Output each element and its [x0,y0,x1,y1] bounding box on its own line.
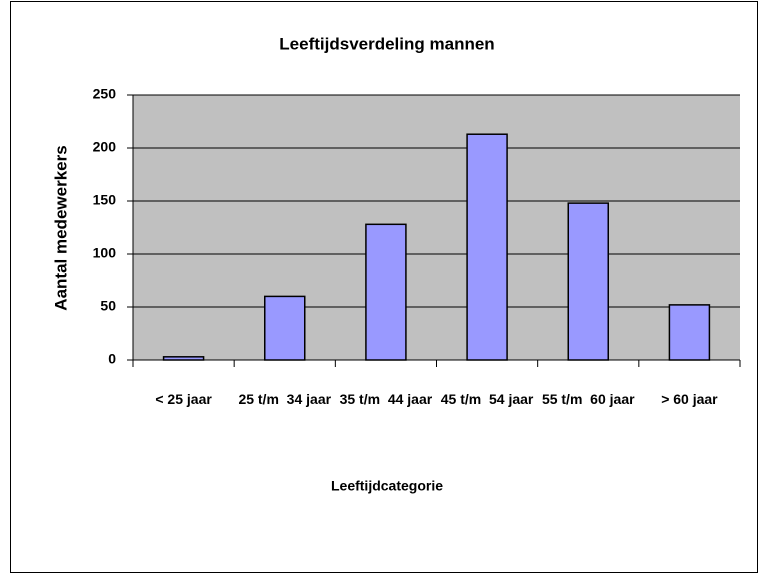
y-tick-label: 250 [93,86,117,102]
x-tick-label: > 60 jaar [661,391,718,407]
bar [365,223,407,361]
bar [162,356,205,361]
bar [466,133,508,361]
x-tick-label: 35 t/m 44 jaar [339,391,433,407]
x-tick-label: 25 t/m 34 jaar [238,391,332,407]
bar [567,202,609,361]
y-tick-label: 0 [108,351,116,367]
x-axis-title: Leeftijdcategorie [331,478,443,494]
x-tick-label: 55 t/m 60 jaar [541,391,635,407]
plot-area [133,95,740,360]
y-tick-label: 100 [93,245,117,261]
y-axis-title: Aantal medewerkers [51,145,70,310]
y-tick-label: 50 [100,298,116,314]
chart-title: Leeftijdsverdeling mannen [279,34,494,53]
x-tick-label: 45 t/m 54 jaar [440,391,534,407]
x-tick-label: < 25 jaar [155,391,212,407]
bar [668,304,711,361]
y-tick-label: 150 [93,192,117,208]
bar [264,295,306,361]
y-tick-label: 200 [93,139,117,155]
